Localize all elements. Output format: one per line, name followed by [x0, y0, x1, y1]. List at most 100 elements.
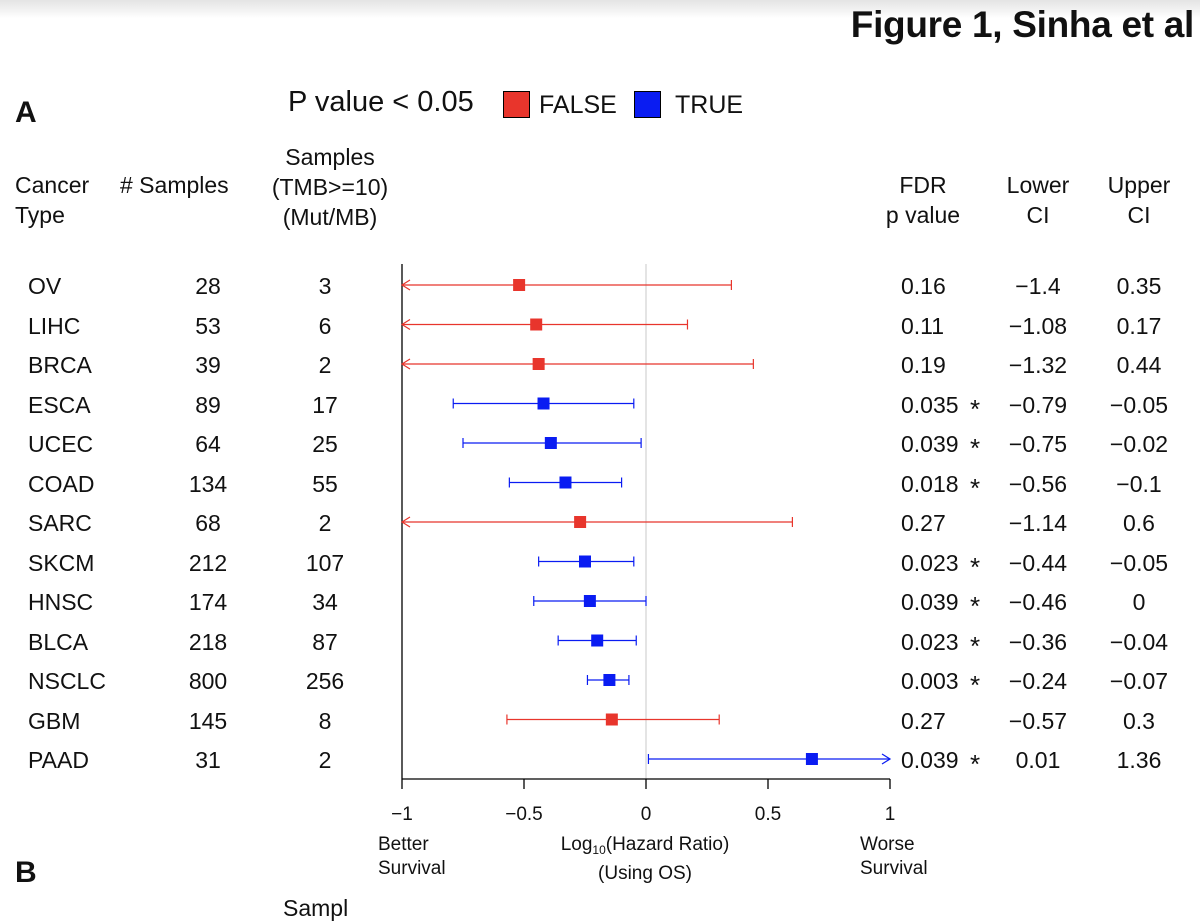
cancer-type-cell: ESCA [28, 391, 91, 418]
point-estimate-blca [591, 634, 604, 647]
lower-ci-cell: −1.4 [1015, 273, 1061, 299]
lower-ci-cell: −0.79 [1008, 391, 1068, 418]
point-estimate-brca [532, 358, 545, 370]
significance-marker: * [970, 749, 981, 779]
point-estimate-skcm [579, 555, 591, 568]
samples-cell: 89 [195, 391, 221, 418]
fdr-cell: 0.19 [901, 352, 946, 378]
significance-marker: * [970, 591, 981, 621]
point-estimate-ov [513, 279, 526, 291]
header-fdr: FDR p value [885, 172, 961, 228]
fdr-cell: 0.039 [901, 747, 959, 773]
upper-ci-cell: 0.6 [1123, 510, 1155, 536]
upper-ci-cell: −0.05 [1109, 549, 1169, 576]
tmb-samples-cell: 256 [305, 668, 345, 694]
tmb-samples-cell: 107 [305, 549, 345, 576]
x-tick-label: −1 [391, 804, 413, 825]
point-estimate-gbm [605, 713, 618, 726]
tmb-samples-cell: 34 [312, 589, 338, 615]
lower-ci-cell: −0.46 [1008, 589, 1068, 615]
significance-marker: * [970, 551, 981, 582]
lower-ci-cell: −0.24 [1008, 668, 1068, 694]
lower-ci-cell: −0.56 [1008, 470, 1068, 497]
cancer-type-cell: BLCA [28, 628, 89, 655]
panel-a-label: A [15, 96, 37, 129]
ci-arrow-right [881, 753, 892, 765]
tmb-samples-cell: 17 [312, 391, 338, 418]
upper-ci-cell: −0.05 [1109, 391, 1169, 418]
header-upper-ci: Upper CI [1107, 172, 1171, 228]
tmb-samples-cell: 3 [318, 273, 332, 299]
lower-ci-cell: −0.44 [1008, 549, 1068, 576]
cancer-type-cell: HNSC [28, 589, 94, 615]
upper-ci-cell: −0.04 [1109, 628, 1169, 655]
samples-cell: 31 [195, 747, 221, 773]
ci-arrow-left [400, 318, 411, 331]
samples-cell: 174 [188, 589, 228, 615]
panel-b-label: B [15, 856, 37, 889]
samples-cell: 64 [195, 431, 221, 457]
better-survival-label: Better Survival [378, 834, 446, 879]
cancer-type-cell: SARC [28, 510, 92, 536]
fdr-cell: 0.039 [901, 431, 959, 457]
lower-ci-cell: −1.32 [1008, 352, 1068, 378]
samples-cell: 212 [188, 549, 228, 576]
legend-false-label: FALSE [539, 91, 617, 119]
ci-arrow-left [400, 279, 411, 291]
upper-ci-cell: 0 [1132, 589, 1146, 615]
tmb-samples-cell: 8 [318, 707, 332, 734]
upper-ci-cell: 1.36 [1116, 747, 1162, 773]
samples-cell: 218 [188, 628, 228, 655]
ci-arrow-left [400, 516, 411, 528]
cancer-type-cell: OV [28, 273, 62, 299]
cancer-type-cell: PAAD [28, 747, 89, 773]
worse-survival-label: Worse Survival [860, 834, 928, 879]
fdr-cell: 0.27 [901, 707, 946, 734]
cancer-type-cell: COAD [28, 470, 95, 497]
legend-false-swatch [503, 91, 530, 118]
fdr-cell: 0.039 [901, 589, 959, 615]
point-estimate-lihc [530, 318, 543, 331]
legend-true-label: TRUE [675, 91, 744, 119]
samples-cell: 39 [195, 352, 221, 378]
lower-ci-cell: 0.01 [1015, 747, 1061, 773]
fdr-cell: 0.035 [901, 391, 959, 418]
fdr-cell: 0.27 [901, 510, 946, 536]
point-estimate-sarc [574, 516, 587, 528]
point-estimate-ucec [544, 437, 557, 449]
fdr-cell: 0.16 [901, 273, 946, 299]
point-estimate-coad [559, 476, 572, 489]
significance-marker: * [970, 393, 981, 424]
x-tick-label: 1 [885, 804, 896, 825]
header-samples: # Samples [120, 172, 229, 198]
ci-arrow-left [400, 358, 411, 370]
samples-cell: 134 [188, 470, 228, 497]
header-tmb-samples: Samples (TMB>=10) (Mut/MB) [271, 144, 389, 230]
fdr-cell: 0.023 [901, 549, 959, 576]
lower-ci-cell: −1.08 [1008, 312, 1068, 339]
top-bar [0, 0, 1200, 18]
upper-ci-cell: −0.02 [1109, 431, 1169, 457]
point-estimate-hnsc [583, 595, 596, 607]
x-tick-label: 0.5 [755, 804, 781, 825]
fdr-cell: 0.018 [901, 470, 959, 497]
tmb-samples-cell: 55 [312, 470, 338, 497]
figure-title: Figure 1, Sinha et al [850, 4, 1195, 45]
x-tick-label: −0.5 [505, 804, 543, 825]
header-lower-ci: Lower CI [1006, 172, 1070, 228]
samples-cell: 800 [188, 668, 228, 694]
lower-ci-cell: −1.14 [1008, 510, 1068, 536]
upper-ci-cell: 0.3 [1123, 707, 1155, 734]
cancer-type-cell: UCEC [28, 431, 94, 457]
x-tick-label: 0 [641, 804, 652, 825]
samples-cell: 145 [188, 707, 228, 734]
legend-title: P value < 0.05 [288, 86, 474, 118]
tmb-samples-cell: 2 [318, 352, 332, 378]
x-axis-label: Log10(Hazard Ratio) (Using OS) [560, 834, 730, 884]
lower-ci-cell: −0.75 [1008, 431, 1068, 457]
fdr-cell: 0.11 [901, 312, 945, 339]
point-estimate-esca [537, 397, 550, 410]
cancer-type-cell: GBM [28, 707, 81, 734]
fdr-cell: 0.003 [901, 668, 959, 694]
